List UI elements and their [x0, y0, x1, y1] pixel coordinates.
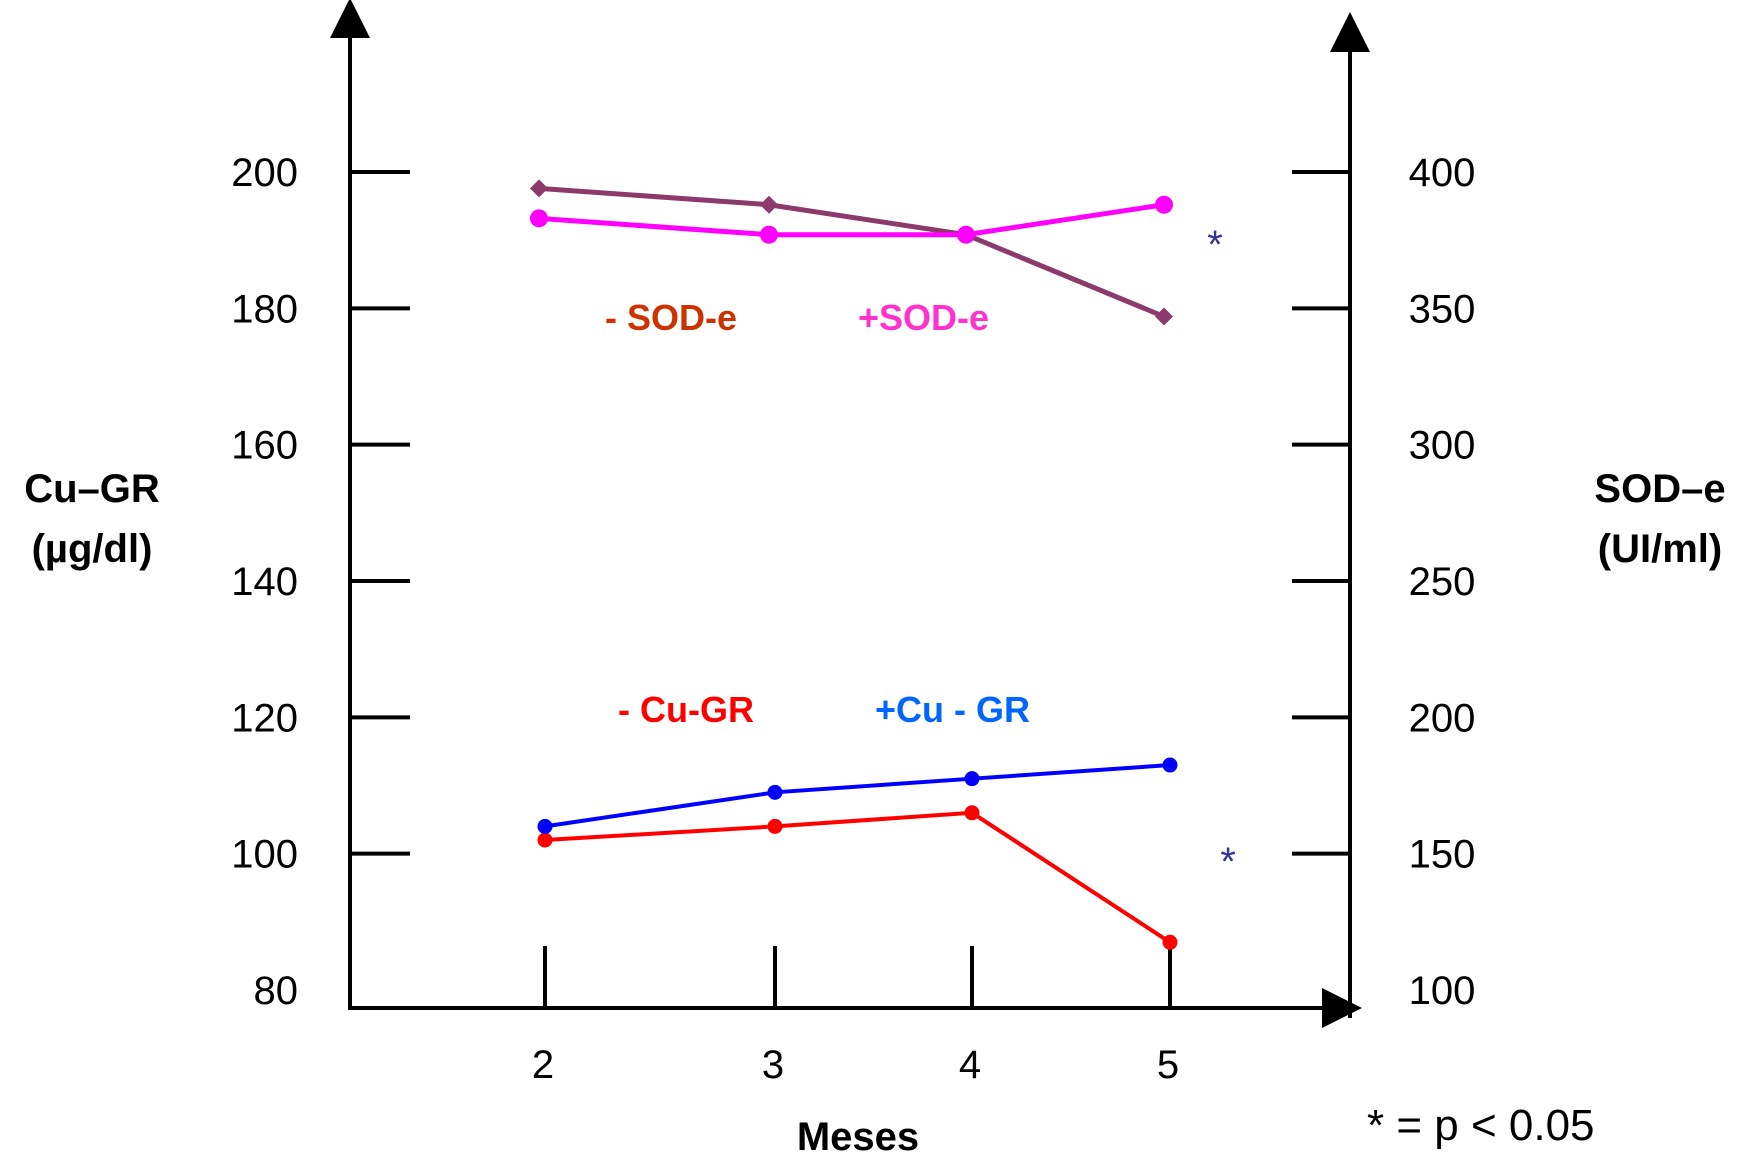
right-axis-title-line2: (UI/ml) [1598, 527, 1722, 571]
series-label-sod-minus: - SOD-e [605, 297, 737, 338]
x-axis-title: Meses [797, 1115, 919, 1159]
right-tick-label: 150 [1409, 833, 1476, 877]
x-tick-label: 5 [1157, 1043, 1179, 1087]
right-tick-label: 400 [1409, 151, 1476, 195]
left-tick-label: 100 [231, 833, 298, 877]
left-tick-label: 160 [231, 424, 298, 468]
data-point [767, 818, 783, 834]
series-label-cugr-plus: +Cu - GR [875, 689, 1030, 730]
data-point [964, 805, 980, 821]
significance-footnote: * = p < 0.05 [1367, 1101, 1595, 1150]
data-point [1162, 934, 1178, 950]
series-line [538, 202, 1165, 238]
left-tick-label: 200 [231, 151, 298, 195]
data-point [537, 832, 553, 848]
data-point [957, 225, 975, 244]
left-tick-label: 140 [231, 560, 298, 604]
left-axis-title-line2: (µg/dl) [32, 527, 153, 571]
data-point [530, 209, 548, 228]
left-axis-title-line1: Cu–GR [24, 467, 160, 511]
right-axis-title-line1: SOD–e [1594, 467, 1725, 511]
data-point [1162, 757, 1178, 773]
right-tick-label: 250 [1409, 560, 1476, 604]
x-tick-label: 2 [532, 1043, 554, 1087]
left-tick-label: 120 [231, 696, 298, 740]
series-label-cugr-minus: - Cu-GR [618, 689, 754, 730]
series-layer [530, 179, 1178, 950]
data-point [767, 784, 783, 800]
series-line [538, 185, 1165, 319]
significance-star-sod: * [1207, 223, 1223, 267]
series-line [544, 810, 1172, 944]
x-tick-label: 3 [762, 1043, 784, 1087]
data-point [1155, 195, 1173, 214]
right-tick-label: 350 [1409, 287, 1476, 331]
right-tick-label: 100 [1409, 969, 1476, 1013]
left-tick-label: 80 [254, 969, 299, 1013]
x-tick-label: 4 [959, 1043, 981, 1087]
right-axis-ticks: 100 150 200 250 300 350 400 [1292, 151, 1475, 1013]
right-tick-label: 200 [1409, 696, 1476, 740]
data-point [964, 771, 980, 787]
significance-star-cugr: * [1220, 840, 1236, 884]
data-point [537, 818, 553, 834]
data-point [1155, 307, 1173, 326]
left-tick-label: 180 [231, 287, 298, 331]
data-point [760, 225, 778, 244]
series-line [544, 763, 1171, 829]
data-point [530, 179, 548, 198]
left-axis-ticks: 80 100 120 140 160 180 200 [231, 151, 410, 1013]
right-tick-label: 300 [1409, 424, 1476, 468]
series-label-sod-plus: +SOD-e [858, 297, 989, 338]
x-axis-ticks: 2 3 4 5 [532, 946, 1179, 1087]
data-point [760, 195, 778, 214]
